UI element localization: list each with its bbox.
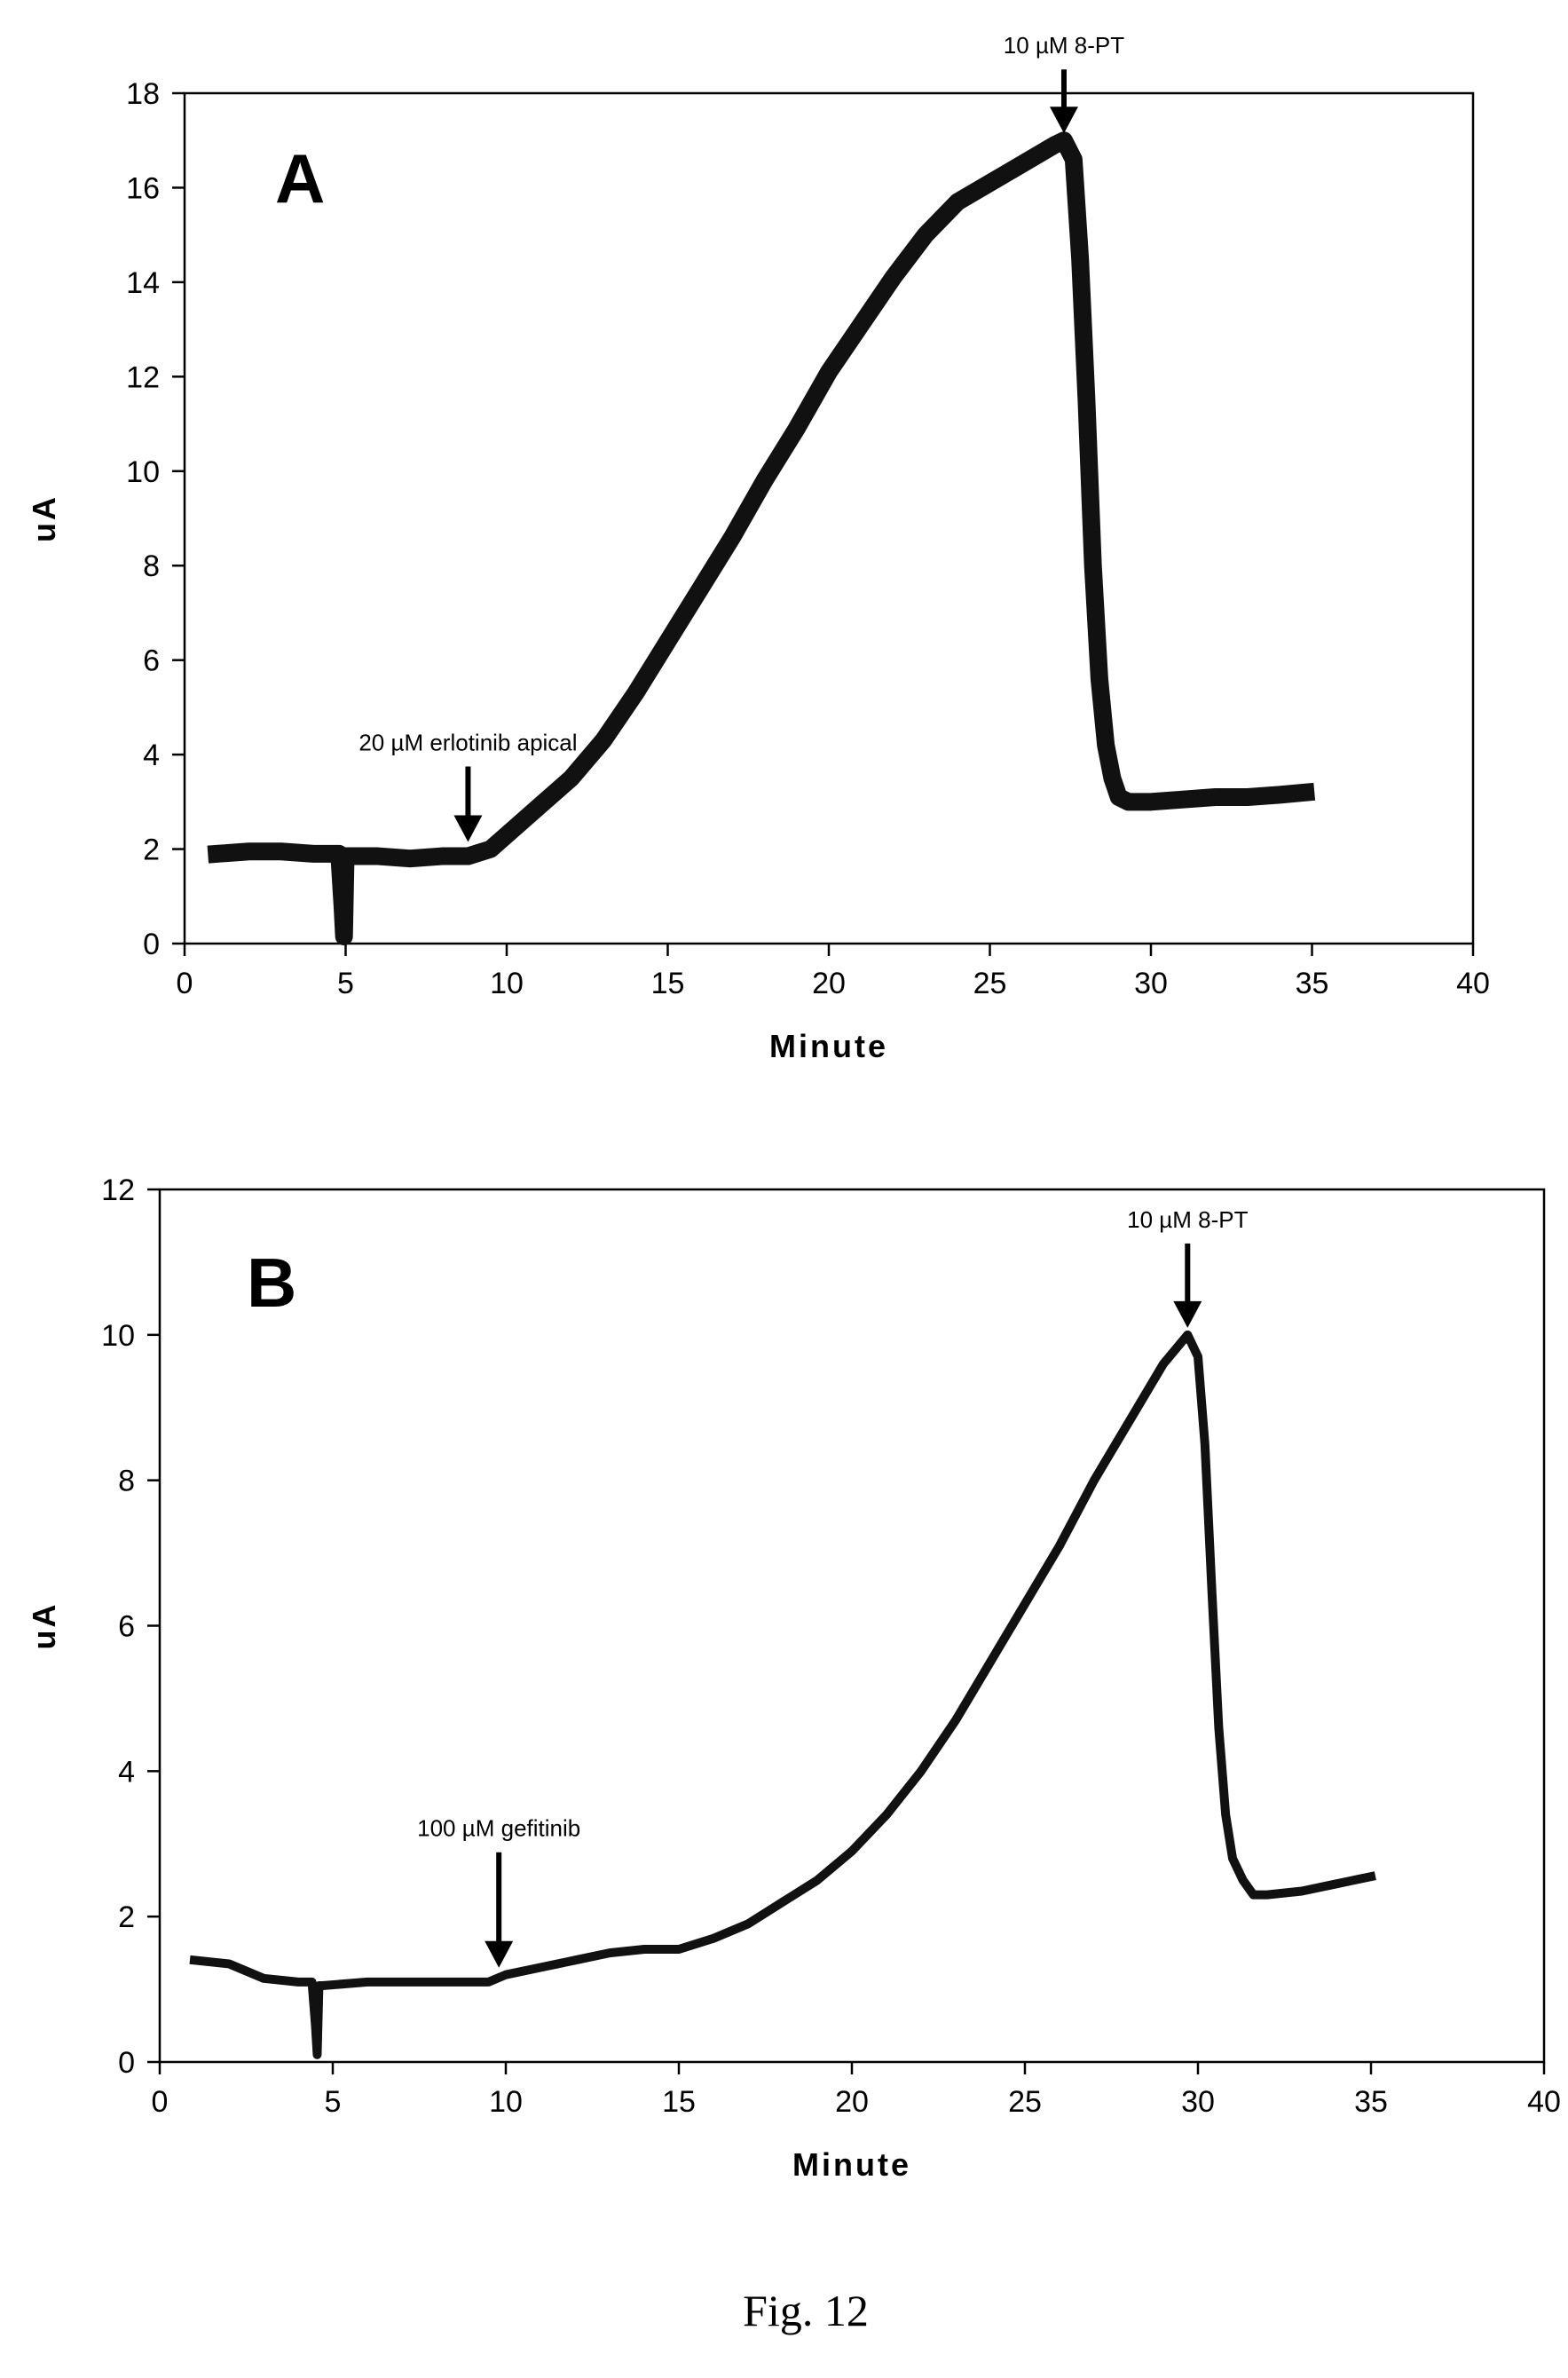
y-tick-label: 2 bbox=[143, 833, 160, 867]
annotations-a: 20 µM erlotinib apical 10 µM 8-PT bbox=[359, 32, 1124, 842]
x-tick-label: 25 bbox=[973, 967, 1007, 1000]
y-tick-label: 12 bbox=[126, 360, 160, 394]
y-tick-label: 0 bbox=[143, 928, 160, 961]
x-tick-label: 35 bbox=[1354, 2085, 1388, 2119]
plot-area-frame-a bbox=[183, 91, 1475, 945]
x-tick-label: 40 bbox=[1456, 967, 1490, 1000]
x-tick-label: 15 bbox=[662, 2085, 696, 2119]
panel-label-a: A bbox=[275, 139, 325, 217]
figure-caption: Fig. 12 bbox=[743, 2286, 869, 2335]
annotation-arrow-head bbox=[485, 1940, 514, 1968]
annotation-label: 20 µM erlotinib apical bbox=[359, 730, 577, 756]
y-tick-label: 8 bbox=[143, 549, 160, 583]
y-axis-ticks-a: 0 2 4 6 8 10 12 14 16 18 bbox=[126, 77, 185, 961]
annotation-arrow-head bbox=[1173, 1300, 1202, 1328]
y-axis-title-a: uA bbox=[26, 494, 62, 542]
y-axis-title-b: uA bbox=[26, 1602, 62, 1650]
x-tick-label: 10 bbox=[489, 2085, 523, 2119]
y-tick-label: 4 bbox=[118, 1755, 135, 1789]
annotations-b: 100 µM gefitinib 10 µM 8-PT bbox=[417, 1206, 1249, 1968]
y-tick-label: 2 bbox=[118, 1900, 135, 1934]
series-a bbox=[207, 131, 1316, 946]
y-tick-label: 12 bbox=[101, 1173, 135, 1207]
series-b bbox=[189, 1330, 1376, 2059]
y-tick-label: 14 bbox=[126, 266, 160, 300]
x-tick-label: 0 bbox=[152, 2085, 169, 2119]
x-axis-title-b: Minute bbox=[792, 2146, 911, 2183]
chart-panel-a: 0 2 4 6 8 10 12 14 16 18 0 5 10 15 20 25 30 35 40 uA Minu… bbox=[26, 32, 1490, 1064]
y-tick-label: 6 bbox=[143, 644, 160, 678]
x-axis-ticks-b: 0 5 10 15 20 25 30 35 40 bbox=[152, 2062, 1561, 2119]
x-tick-label: 20 bbox=[835, 2085, 869, 2119]
y-tick-label: 0 bbox=[118, 2046, 135, 2080]
x-axis-title-a: Minute bbox=[769, 1028, 888, 1064]
y-tick-label: 6 bbox=[118, 1610, 135, 1644]
y-tick-label: 10 bbox=[126, 455, 160, 489]
series-line bbox=[189, 1330, 1376, 2059]
plot-area-frame-b bbox=[158, 1188, 1546, 2064]
x-tick-label: 15 bbox=[651, 967, 685, 1000]
x-tick-label: 0 bbox=[177, 967, 193, 1000]
x-axis-ticks-a: 0 5 10 15 20 25 30 35 40 bbox=[177, 944, 1490, 1000]
x-tick-label: 10 bbox=[490, 967, 524, 1000]
annotation-label: 10 µM 8-PT bbox=[1127, 1206, 1248, 1233]
annotation-label: 100 µM gefitinib bbox=[417, 1815, 580, 1842]
y-axis-ticks-b: 0 2 4 6 8 10 12 bbox=[101, 1173, 160, 2080]
chart-panel-b: 0 2 4 6 8 10 12 0 5 10 15 20 25 30 35 40 uA Minute B 1… bbox=[26, 1173, 1561, 2183]
y-tick-label: 10 bbox=[101, 1319, 135, 1353]
x-tick-label: 35 bbox=[1296, 967, 1329, 1000]
annotation-arrow-head bbox=[1049, 107, 1078, 134]
x-tick-label: 20 bbox=[812, 967, 846, 1000]
annotation-label: 10 µM 8-PT bbox=[1004, 32, 1124, 59]
x-tick-label: 5 bbox=[325, 2085, 342, 2119]
x-tick-label: 5 bbox=[337, 967, 354, 1000]
x-tick-label: 25 bbox=[1008, 2085, 1042, 2119]
annotation-arrow-head bbox=[453, 815, 483, 842]
panel-label-b: B bbox=[247, 1244, 296, 1322]
y-tick-label: 18 bbox=[126, 77, 160, 111]
x-tick-label: 30 bbox=[1181, 2085, 1215, 2119]
y-tick-label: 4 bbox=[143, 739, 160, 772]
x-tick-label: 30 bbox=[1134, 967, 1168, 1000]
y-tick-label: 8 bbox=[118, 1465, 135, 1498]
x-tick-label: 40 bbox=[1527, 2085, 1561, 2119]
series-line bbox=[207, 131, 1316, 946]
y-tick-label: 16 bbox=[126, 171, 160, 205]
